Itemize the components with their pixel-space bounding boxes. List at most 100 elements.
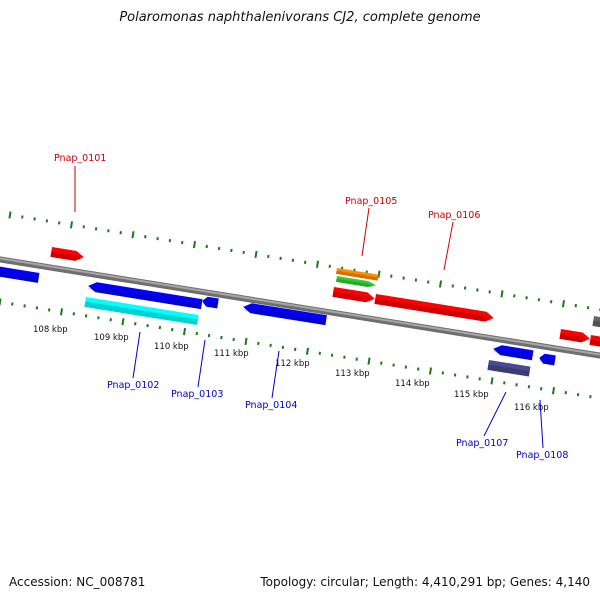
outer-tick <box>561 300 566 308</box>
scale-label: 115 kbp <box>454 390 489 400</box>
outer-tick <box>525 296 528 300</box>
outer-tick <box>414 278 418 282</box>
gene-leader-line <box>197 339 206 388</box>
gene-label: Pnap_0102 <box>107 380 159 391</box>
inner-tick <box>84 314 88 318</box>
outer-tick <box>500 290 504 298</box>
outer-tick <box>230 248 233 253</box>
outer-tick <box>513 294 516 298</box>
reverse-feature <box>201 296 219 309</box>
outer-tick <box>291 258 295 262</box>
inner-tick <box>330 353 334 357</box>
inner-tick <box>490 377 494 385</box>
outer-tick <box>254 250 258 259</box>
forward-feature <box>374 294 494 322</box>
outer-tick <box>476 288 479 292</box>
inner-tick <box>380 361 383 365</box>
outer-tick <box>8 211 12 219</box>
gene-label: Pnap_0103 <box>171 389 223 400</box>
inner-tick <box>195 331 199 336</box>
scale-label: 116 kbp <box>514 403 549 413</box>
feature-block <box>336 276 377 287</box>
gene-label: Pnap_0105 <box>345 196 397 207</box>
gene-label: Pnap_0107 <box>456 438 508 449</box>
scale-label: 109 kbp <box>94 333 129 343</box>
inner-tick <box>539 387 543 391</box>
inner-tick <box>305 347 310 355</box>
feature-block <box>592 316 600 328</box>
inner-tick <box>392 363 395 367</box>
outer-tick <box>144 235 147 239</box>
forward-feature <box>559 329 590 343</box>
inner-tick <box>404 365 408 369</box>
outer-tick <box>94 227 98 231</box>
inner-tick <box>293 347 297 351</box>
outer-tick <box>279 256 282 261</box>
accession-text: Accession: NC_008781 <box>9 575 146 589</box>
gene-label: Pnap_0108 <box>516 450 568 461</box>
outer-tick <box>549 300 553 304</box>
inner-tick <box>367 357 371 365</box>
reverse-feature <box>87 282 203 310</box>
inner-tick <box>11 302 14 306</box>
reverse-feature <box>242 303 327 326</box>
genome-summary-text: Topology: circular; Length: 4,410,291 bp… <box>260 575 590 589</box>
gene-leader-line <box>361 207 370 257</box>
outer-tick <box>168 238 172 243</box>
gene-leader-line <box>483 391 507 437</box>
gene-leader-line <box>132 331 141 379</box>
outer-tick <box>328 264 332 268</box>
gene-leader-line <box>271 350 280 399</box>
scale-label: 113 kbp <box>335 369 370 379</box>
outer-tick <box>267 254 270 259</box>
inner-tick <box>441 371 445 375</box>
inner-tick <box>257 341 260 346</box>
outer-tick <box>451 284 455 288</box>
inner-tick <box>109 318 112 322</box>
reverse-feature <box>0 266 40 283</box>
inner-tick <box>576 393 580 397</box>
inner-tick <box>551 387 556 395</box>
gene-label: Pnap_0106 <box>428 210 480 221</box>
inner-tick <box>478 377 481 381</box>
outer-tick <box>69 221 74 229</box>
inner-tick <box>515 383 518 387</box>
outer-tick <box>242 250 245 255</box>
outer-tick <box>537 298 541 302</box>
scale-label: 114 kbp <box>395 379 430 389</box>
feature-block <box>336 268 379 281</box>
inner-tick <box>232 337 235 342</box>
inner-tick <box>182 327 187 336</box>
scale-label: 108 kbp <box>33 325 68 335</box>
outer-tick <box>463 286 467 290</box>
outer-tick <box>21 215 24 219</box>
outer-tick <box>205 244 209 249</box>
inner-tick <box>281 345 285 349</box>
outer-tick <box>180 240 184 245</box>
outer-tick <box>33 217 36 221</box>
inner-tick <box>72 312 76 316</box>
inner-tick <box>343 355 346 359</box>
outer-tick <box>303 260 307 264</box>
inner-tick <box>121 318 125 326</box>
outer-tick <box>192 240 197 249</box>
outer-tick <box>426 280 430 284</box>
scale-label: 110 kbp <box>154 342 189 352</box>
inner-tick <box>589 395 592 399</box>
outer-tick <box>156 237 159 241</box>
inner-tick <box>355 357 358 361</box>
forward-feature <box>332 287 375 303</box>
map-title: Polaromonas naphthalenivorans CJ2, compl… <box>119 10 481 25</box>
inner-tick <box>564 391 568 395</box>
inner-tick <box>207 333 211 338</box>
feature-block <box>487 360 531 377</box>
reverse-feature <box>538 353 556 366</box>
outer-tick <box>57 221 61 225</box>
gene-label: Pnap_0104 <box>245 400 297 411</box>
outer-tick <box>45 219 49 223</box>
outer-tick <box>390 274 393 278</box>
inner-tick <box>220 335 223 340</box>
outer-tick-row <box>8 211 600 312</box>
inner-tick <box>0 298 2 306</box>
